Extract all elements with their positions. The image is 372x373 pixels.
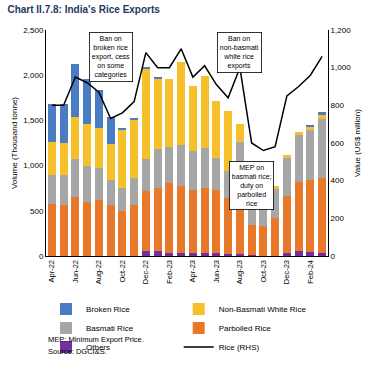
svg-text:Oct-23: Oct-23: [259, 260, 268, 283]
svg-text:2,000: 2,000: [23, 71, 44, 80]
svg-text:0: 0: [39, 252, 44, 261]
svg-text:1,000: 1,000: [23, 161, 44, 170]
svg-text:Broken Rice: Broken Rice: [86, 305, 130, 314]
svg-text:Ban onbroken riceexport, cesso: Ban onbroken riceexport, cesson somecate…: [92, 35, 130, 79]
svg-text:Aug-22: Aug-22: [94, 260, 103, 284]
svg-text:Dec-23: Dec-23: [282, 260, 291, 284]
svg-text:Oct-22: Oct-22: [118, 260, 127, 283]
svg-text:Others: Others: [86, 343, 110, 352]
svg-text:Non-Basmati White Rice: Non-Basmati White Rice: [219, 305, 307, 314]
svg-text:1,200: 1,200: [331, 26, 352, 35]
svg-text:800: 800: [331, 101, 345, 110]
svg-text:Aug-23: Aug-23: [235, 260, 244, 284]
svg-text:Ban onnon-basmatiwhite riceexp: Ban onnon-basmatiwhite riceexports: [220, 35, 259, 70]
svg-text:Jun-23: Jun-23: [212, 260, 221, 283]
svg-text:MEP onbasmati rice;duty onparb: MEP onbasmati rice;duty onparboiledrice: [232, 164, 272, 207]
svg-text:Jun-22: Jun-22: [71, 260, 80, 283]
svg-text:Dec-22: Dec-22: [141, 260, 150, 284]
svg-text:Chart II.7.8: India's Rice Exp: Chart II.7.8: India's Rice Exports: [7, 4, 160, 15]
svg-text:500: 500: [30, 207, 44, 216]
svg-text:1,000: 1,000: [331, 63, 352, 72]
svg-text:Value (US$ million): Value (US$ million): [353, 109, 362, 177]
svg-text:600: 600: [331, 139, 345, 148]
svg-text:1,500: 1,500: [23, 116, 44, 125]
svg-text:Basmati Rice: Basmati Rice: [86, 324, 134, 333]
svg-text:400: 400: [331, 176, 345, 185]
svg-text:Rice (RHS): Rice (RHS): [219, 343, 260, 352]
svg-text:0: 0: [331, 252, 336, 261]
svg-text:Apr-23: Apr-23: [188, 260, 197, 283]
svg-text:Feb-23: Feb-23: [165, 260, 174, 284]
svg-text:2,500: 2,500: [23, 26, 44, 35]
svg-text:MEP: Minimum Export Price.: MEP: Minimum Export Price.: [48, 335, 144, 344]
svg-text:Source: DGCI&S.: Source: DGCI&S.: [48, 347, 107, 356]
svg-text:Apr-22: Apr-22: [47, 260, 56, 283]
svg-text:200: 200: [331, 214, 345, 223]
svg-text:Feb-24: Feb-24: [306, 260, 315, 284]
svg-text:Volume (Thousand tonne): Volume (Thousand tonne): [10, 97, 19, 189]
svg-text:Parboiled Rice: Parboiled Rice: [219, 324, 272, 333]
